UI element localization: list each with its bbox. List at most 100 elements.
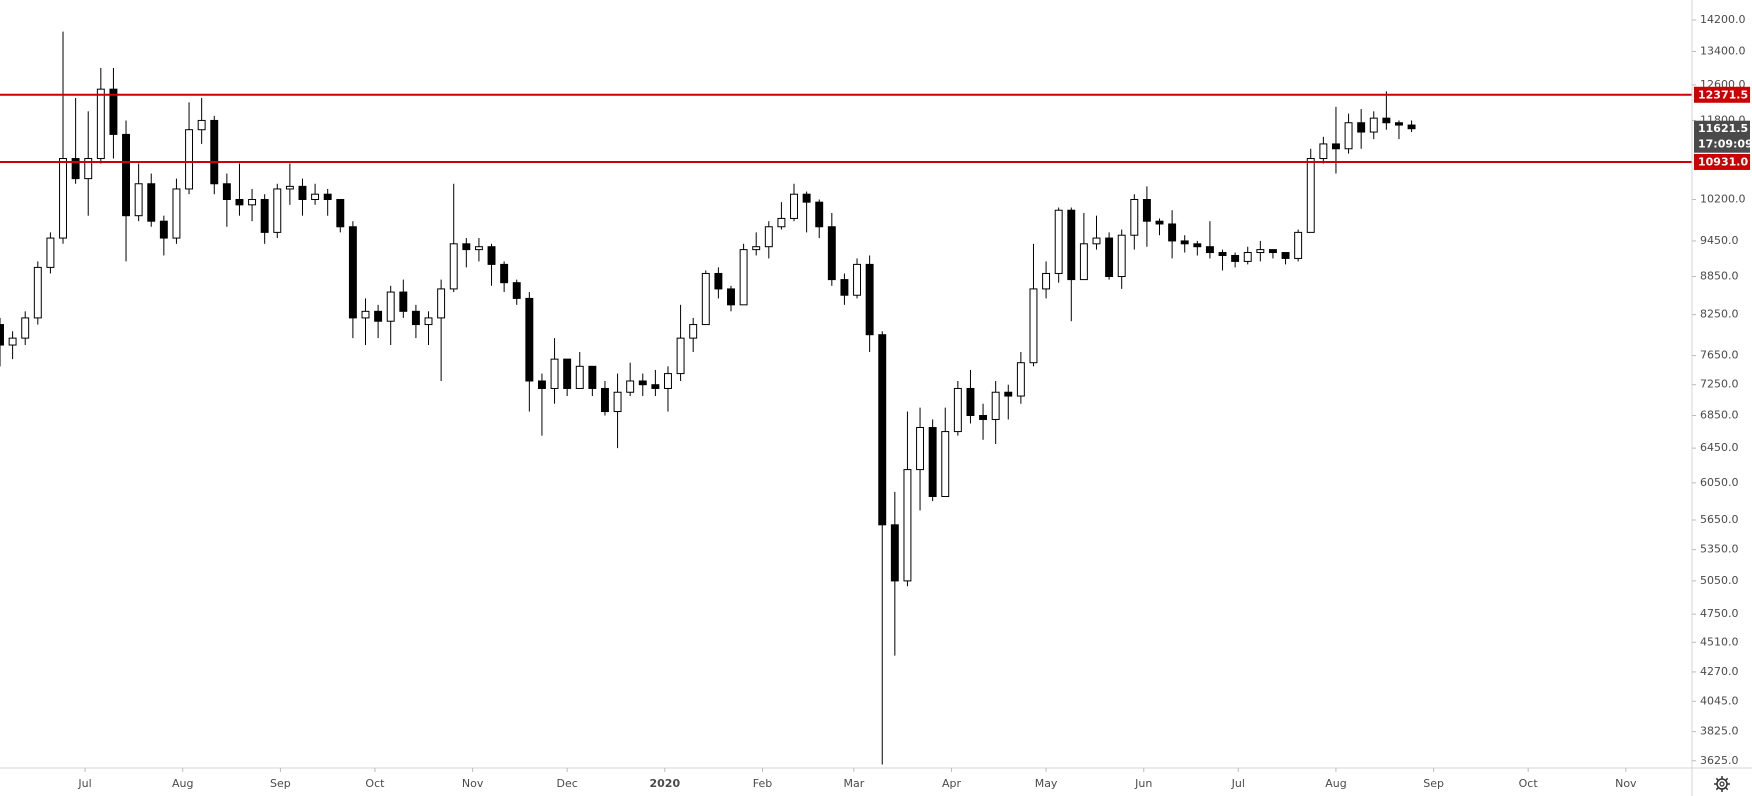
candle-body [537,380,546,389]
candle-body [664,373,672,389]
candle-body [613,391,622,413]
candle-body [550,358,559,389]
candle-body [878,334,887,526]
x-tick-label: May [1035,777,1058,790]
x-tick-label: Sep [1423,777,1444,790]
candle-body [273,188,282,233]
axes: 14200.013400.012600.011800.010200.09450.… [77,13,1745,790]
candle-body [827,226,836,281]
candle-body [701,272,710,326]
candle-body [525,297,534,382]
candle-body [714,272,723,290]
candle-body [1180,240,1189,245]
x-tick-label: Nov [1615,777,1637,790]
candle-body [147,183,156,222]
price-label-box [1694,153,1750,170]
candle-body [109,88,118,135]
candle-body [285,185,294,190]
candle-body [815,201,824,228]
candle-body [1142,198,1151,222]
candle-body [197,119,206,131]
plot-area [0,31,1692,765]
candle-body [575,365,584,389]
candle-body [1130,198,1139,236]
candle-body [1117,234,1126,278]
candle-body [966,387,975,416]
x-tick-label: Oct [365,777,385,790]
candle-body [928,427,937,497]
candle-body [172,188,181,239]
x-tick-label: Aug [172,777,193,790]
candle-body [916,427,925,471]
candle-body [374,310,383,322]
y-tick-label: 13400.0 [1700,44,1746,57]
y-tick-label: 7650.0 [1700,349,1739,362]
candle-body [1268,249,1277,254]
candle-body [651,384,660,389]
candle-body [1029,288,1038,364]
candle-body [323,193,332,200]
settings-icon[interactable] [1714,776,1730,792]
candle-body [1004,391,1013,397]
candle-body [840,279,849,296]
candle-body [1407,124,1416,130]
candle-body [979,414,988,420]
candle-body [500,263,509,284]
y-tick-label: 4270.0 [1700,665,1739,678]
last-price-box [1694,120,1750,153]
candle-body [348,226,357,319]
candle-body [33,266,42,319]
y-tick-label: 14200.0 [1700,13,1746,26]
x-tick-label: Nov [462,777,484,790]
candle-body [1382,117,1391,124]
x-tick-label: Dec [557,777,578,790]
y-tick-label: 5350.0 [1700,543,1739,556]
y-tick-label: 6850.0 [1700,408,1739,421]
candle-body [953,387,962,433]
candle-body [1155,220,1164,225]
y-tick-label: 8850.0 [1700,270,1739,283]
x-tick-label: Sep [270,777,291,790]
price-label: 12371.5 [1698,88,1748,101]
candle-body [764,226,773,248]
candle-body [260,198,269,233]
candle-body [676,337,685,375]
candle-body [1079,243,1088,281]
y-tick-label: 8250.0 [1700,308,1739,321]
candle-body [1042,272,1051,290]
candle-body [1306,158,1315,233]
candle-body [1092,237,1101,245]
price-label: 10931.0 [1698,155,1748,168]
x-tick-label: Jun [1134,777,1152,790]
candle-body [727,288,735,306]
candle-body [991,391,1000,420]
candle-body [600,387,609,413]
candle-body [399,291,408,312]
y-tick-label: 6050.0 [1700,476,1739,489]
candle-body [638,380,647,386]
candle-body [437,288,446,319]
candle-body [134,183,143,217]
candle-body [1193,243,1202,248]
candle-body [1357,122,1366,133]
candle-body [777,217,786,228]
x-tick-label: Aug [1325,777,1346,790]
x-tick-label: Feb [753,777,772,790]
x-tick-label: Mar [843,777,864,790]
price-label-box [1694,86,1750,103]
candle-body [890,524,899,582]
candle-body [411,310,420,326]
candle-body [512,282,521,299]
countdown-label: 17:09:09 [1698,138,1752,151]
candle-body [248,198,257,206]
candle-body [311,193,320,200]
price-labels: 12371.5 10931.0 11621.5 17:09:09 [1694,86,1752,170]
y-tick-label: 4510.0 [1700,635,1739,648]
candle-body [752,246,761,251]
y-tick-label: 9450.0 [1700,234,1739,247]
candle-body [386,291,395,322]
candle-body [903,469,912,582]
candle-body [8,337,17,346]
